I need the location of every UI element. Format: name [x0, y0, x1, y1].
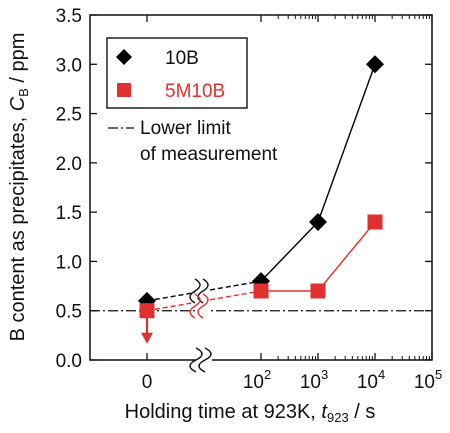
series-line-10B [317, 64, 376, 223]
y-tick-label: 0.0 [56, 351, 82, 372]
axis-break-mark [198, 347, 212, 373]
axis-break-mark [189, 347, 203, 373]
x-tick-label: 104 [357, 367, 385, 393]
legend-label-5M10B: 5M10B [165, 81, 225, 102]
y-tick-label: 1.0 [56, 252, 82, 273]
y-axis-label: B content as precipitates, CB / ppm [7, 33, 31, 342]
y-tick-label: 2.5 [56, 105, 82, 126]
x-tick-label: 103 [300, 367, 328, 393]
data-point-5M10B [139, 303, 155, 319]
y-tick-label: 1.5 [56, 203, 82, 224]
data-point-10B [309, 213, 327, 231]
y-tick-label: 3.5 [56, 6, 82, 27]
x-tick-label: 102 [243, 367, 271, 393]
x-axis-label: Holding time at 923K, t923 / s [125, 401, 376, 425]
data-point-5M10B [367, 214, 383, 230]
y-tick-label: 2.0 [56, 154, 82, 175]
legend-label-10B: 10B [165, 48, 199, 69]
y-tick-label: 0.5 [56, 302, 82, 323]
data-point-10B [366, 55, 384, 74]
data-point-5M10B [310, 283, 326, 299]
axis-break-mark [189, 293, 201, 319]
legend-marker-10B [116, 49, 132, 65]
y-tick-label: 3.0 [56, 55, 82, 76]
x-tick-label: 0 [142, 372, 153, 393]
below-limit-arrow-head [141, 332, 153, 344]
series-line-5M10B [317, 221, 376, 292]
x-tick-label: 105 [414, 367, 442, 393]
reference-label-line2: of measurement [140, 144, 278, 165]
data-point-5M10B [253, 283, 269, 299]
axis-break-mark [197, 278, 209, 304]
legend-marker-5M10B [117, 83, 131, 97]
reference-label-line1: Lower limit [140, 118, 232, 139]
axis-break-mark [189, 278, 201, 304]
legend: 10B 5M10B [106, 37, 248, 109]
axis-break-mark [197, 293, 209, 319]
series-line-10B [260, 221, 319, 282]
